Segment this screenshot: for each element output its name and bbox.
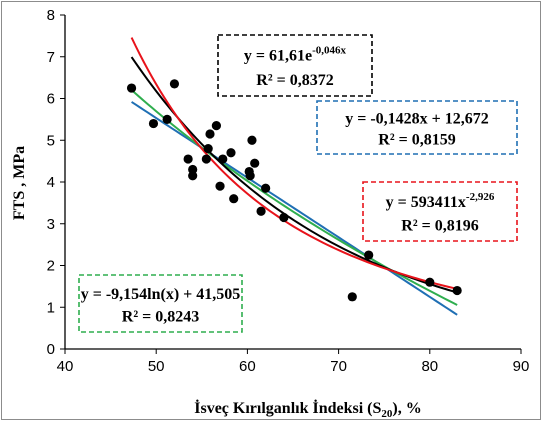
x-tick-label: 60: [239, 358, 256, 375]
data-point: [229, 194, 239, 204]
y-tick-label: 1: [47, 299, 55, 316]
trend-lines: [130, 37, 458, 316]
data-point: [452, 285, 462, 296]
data-point: [203, 144, 213, 154]
equation-text-power: y = 593411x-2,926: [386, 191, 495, 211]
y-tick-label: 4: [47, 174, 55, 191]
data-point: [188, 171, 198, 181]
data-point: [364, 250, 374, 260]
equation-box-exponential: [217, 34, 373, 97]
trendline-logarithmic: [130, 89, 458, 306]
ticks: 40 50 60 70 80 90 0 1 2 3 4 5 6 7 8: [47, 7, 530, 375]
data-point: [247, 135, 257, 145]
equation-text-logarithmic: y = -9,154ln(x) + 41,505: [81, 286, 241, 303]
data-point: [256, 206, 266, 216]
trendline-power: [130, 37, 458, 290]
x-tick-label: 70: [330, 358, 347, 375]
x-tick-label: 50: [148, 358, 165, 375]
y-tick-label: 5: [47, 132, 55, 149]
data-point: [215, 181, 225, 191]
equation-box-power: [362, 181, 518, 242]
x-tick-label: 40: [57, 358, 74, 375]
equation-box-linear: [316, 100, 518, 155]
y-tick-label: 6: [47, 91, 55, 108]
data-point: [148, 118, 159, 129]
data-point: [205, 129, 215, 139]
x-tick-label: 80: [421, 358, 438, 375]
data-point: [250, 158, 260, 168]
data-point: [245, 171, 255, 181]
data-point: [126, 83, 137, 93]
data-point: [201, 154, 211, 164]
data-point: [183, 154, 193, 164]
equation-box-logarithmic: [78, 274, 243, 333]
r-squared-text-exponential: R² = 0,8372: [256, 72, 333, 89]
y-tick-label: 3: [47, 216, 55, 233]
x-axis-title: İsveç Kırılganlık İndeksi (S20), %: [194, 398, 421, 420]
equation-text-linear: y = -0,1428x + 12,672: [345, 110, 489, 127]
data-point: [425, 277, 435, 287]
equation-boxes: y = 61,61e-0,046x R² = 0,8372 y = -0,1428x…: [78, 34, 518, 333]
data-point: [347, 292, 357, 302]
y-tick-label: 8: [47, 7, 55, 24]
data-point: [169, 79, 180, 89]
trendline-linear: [131, 101, 458, 316]
y-tick-label: 0: [47, 341, 55, 358]
data-point: [279, 212, 289, 223]
r-squared-text-logarithmic: R² = 0,8243: [122, 309, 199, 326]
data-point: [226, 148, 236, 158]
data-point: [261, 183, 271, 193]
x-tick-label: 90: [513, 358, 530, 375]
data-point: [218, 154, 228, 164]
data-point: [211, 121, 221, 131]
r-squared-text-power: R² = 0,8196: [401, 217, 478, 234]
data-point: [162, 114, 172, 124]
r-squared-text-linear: R² = 0,8159: [378, 131, 455, 148]
y-axis-title: FTS , MPa: [11, 146, 28, 220]
y-tick-label: 7: [47, 49, 55, 66]
data-points: [126, 79, 462, 302]
y-tick-label: 2: [47, 258, 55, 275]
equation-text-exponential: y = 61,61e-0,046x: [244, 45, 347, 65]
